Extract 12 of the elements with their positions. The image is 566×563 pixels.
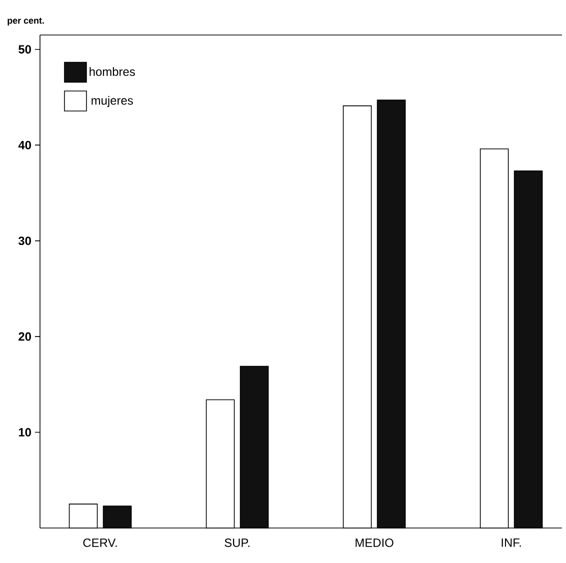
y-tick-label: 10 xyxy=(18,428,31,436)
y-tick-label: 20 xyxy=(18,332,31,341)
x-tick-label: CERV. xyxy=(83,538,117,547)
y-tick-label: 50 xyxy=(18,45,31,54)
legend-label: mujeres xyxy=(92,96,133,108)
y-tick-label: 30 xyxy=(18,236,31,246)
x-tick-label: MEDIO xyxy=(356,538,394,547)
legend-label: hombres xyxy=(90,67,135,76)
x-tick-label: INF. xyxy=(502,538,521,547)
y-axis-title: per cent. xyxy=(8,18,44,26)
x-tick-label: SUP. xyxy=(224,538,250,547)
y-tick-label: 40 xyxy=(18,140,31,150)
